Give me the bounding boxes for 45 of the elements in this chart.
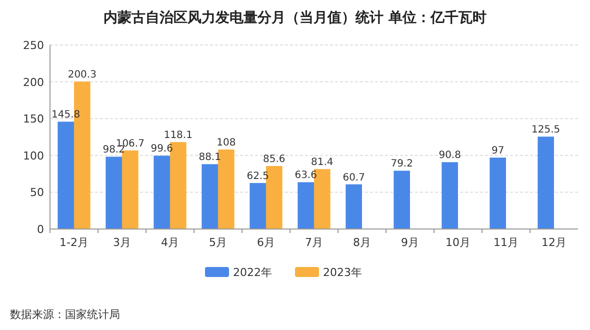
bar: [106, 156, 122, 229]
y-tick-label: 250: [23, 39, 44, 52]
x-tick-label: 11月: [494, 236, 518, 249]
bar: [394, 170, 410, 229]
data-label: 98.2: [102, 144, 125, 156]
bar: [346, 184, 362, 229]
bar: [122, 150, 138, 229]
bar: [202, 164, 218, 229]
bar: [490, 158, 506, 229]
y-tick-label: 200: [23, 76, 44, 89]
x-tick-label: 5月: [209, 236, 227, 249]
data-label: 85.6: [263, 154, 286, 165]
y-tick-label: 100: [23, 149, 44, 162]
chart-title: 内蒙古自治区风力发电量分月（当月值）统计 单位：亿千瓦时: [104, 9, 486, 26]
data-label: 97: [491, 146, 504, 157]
x-tick-label: 7月: [305, 236, 323, 249]
data-label: 125.5: [532, 124, 560, 136]
bar: [538, 136, 554, 229]
bar: [250, 183, 266, 229]
data-label: 200.3: [68, 70, 96, 81]
x-tick-label: 4月: [161, 236, 179, 249]
y-tick-label: 50: [30, 186, 44, 200]
y-tick-label: 0: [37, 223, 44, 236]
x-tick-label: 12月: [542, 236, 566, 249]
source-note: 数据来源：国家统计局: [10, 308, 120, 321]
legend-label: 2022年: [233, 266, 272, 279]
x-tick-label: 10月: [446, 236, 470, 249]
data-label: 60.7: [342, 172, 365, 184]
data-label: 79.2: [390, 158, 413, 170]
x-tick-label: 9月: [401, 236, 419, 249]
x-tick-label: 1-2月: [60, 236, 88, 249]
bar: [298, 182, 314, 229]
legend-label: 2023年: [323, 266, 362, 279]
bar: [58, 122, 74, 229]
x-tick-label: 6月: [257, 236, 275, 249]
y-tick-label: 150: [23, 112, 44, 126]
bar: [154, 156, 170, 229]
data-label: 118.1: [164, 130, 192, 142]
data-label: 108: [216, 138, 236, 149]
bar: [442, 162, 458, 229]
data-label: 90.8: [438, 150, 461, 162]
data-label: 81.4: [311, 157, 334, 168]
x-tick-label: 3月: [113, 236, 131, 249]
bar: [218, 150, 234, 229]
x-tick-label: 8月: [353, 236, 371, 249]
